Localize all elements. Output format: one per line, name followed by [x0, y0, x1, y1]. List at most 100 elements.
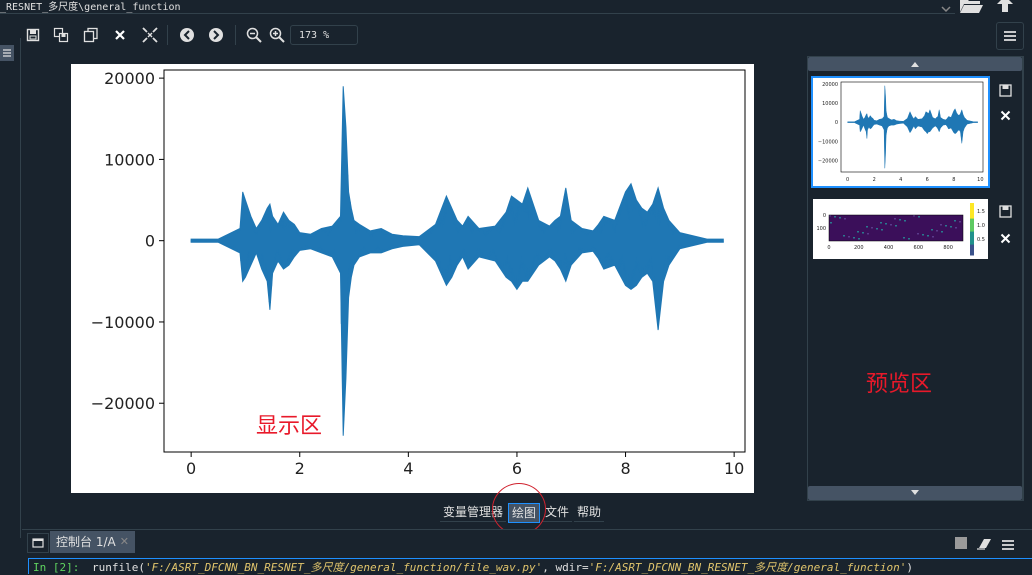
thumb-x-tick-label: 4	[899, 177, 902, 183]
x-tick-label: 8	[620, 459, 630, 478]
left-pane-edge	[0, 38, 21, 538]
console-arg-wdir: 'F:/ASRT_DFCNN_BN_RESNET_多尺度/general_fun…	[588, 561, 907, 574]
console-arg-path: 'F:/ASRT_DFCNN_BN_RESNET_多尺度/general_fun…	[144, 561, 543, 574]
thumb-heatmap-speck	[932, 236, 934, 238]
thumb-heatmap-speck	[843, 235, 845, 237]
thumb-heatmap-speck	[881, 229, 883, 231]
thumb2-colorbar-label: 0.5	[977, 237, 985, 243]
x-tick-label: 0	[186, 459, 196, 478]
right-pane-edge	[1023, 56, 1032, 501]
thumb-heatmap-speck	[829, 215, 831, 217]
zoom-level-field[interactable]: 173 %	[290, 25, 358, 45]
back-icon[interactable]	[176, 22, 198, 48]
x-tick-label: 6	[512, 459, 522, 478]
interrupt-icon[interactable]	[955, 537, 967, 549]
thumb-heatmap-speck	[922, 234, 924, 236]
thumb2-colorbar-segment	[970, 203, 974, 220]
thumb-heatmap-speck	[936, 230, 938, 232]
toolbar-separator	[235, 25, 236, 45]
waveform-line	[190, 136, 724, 421]
thumb-x-tick-label: 8	[952, 177, 955, 183]
console-options-icon[interactable]	[1001, 536, 1015, 555]
tab-variable-explorer[interactable]: 变量管理器	[440, 503, 507, 522]
save-all-icon[interactable]	[50, 22, 72, 48]
parent-directory-icon[interactable]	[994, 0, 1016, 18]
thumb-heatmap-speck	[858, 238, 860, 240]
thumb2-colorbar-label: 1.0	[977, 223, 985, 229]
y-tick-label: −20000	[91, 394, 155, 413]
thumbnail-spectrogram[interactable]: 0 200 400 600 800 0 100 1.5 1.0 0.5	[813, 199, 988, 259]
thumbnail-save-icon[interactable]	[999, 203, 1012, 222]
thumb-heatmap-speck	[940, 224, 942, 226]
thumb-heatmap-speck	[931, 229, 933, 231]
y-tick-label: −10000	[91, 313, 155, 332]
left-pane-menu-icon[interactable]	[0, 45, 14, 61]
copy-icon[interactable]	[80, 22, 102, 48]
console-close-paren: )	[906, 561, 913, 574]
thumb-heatmap-speck	[830, 222, 832, 224]
thumb-heatmap-speck	[853, 237, 855, 239]
thumb-y-tick-label: −20000	[818, 159, 838, 165]
console-tab-close-icon[interactable]: ✕	[119, 535, 129, 548]
path-underline	[0, 13, 955, 14]
thumbnail-waveform[interactable]: 0 2 4 6 8 10 20000 10000 0 −10000 −20000	[811, 76, 990, 188]
thumb-heatmap-speck	[876, 228, 878, 230]
plots-toolbar	[22, 22, 792, 50]
waveform-chart: 0 2 4 6 8 10 20000 10000 0 −10000 −20000	[91, 69, 746, 478]
console-header	[22, 529, 1032, 556]
thumb-heatmap-speck	[890, 224, 892, 226]
open-folder-icon[interactable]	[958, 0, 984, 18]
path-bar	[0, 0, 1032, 14]
thumb-heatmap-speck	[895, 225, 897, 227]
thumb-y-tick-label: 20000	[822, 82, 838, 88]
scroll-up-button[interactable]	[808, 57, 1022, 71]
plot-axes-frame	[163, 69, 746, 453]
thumb2-x-tick-label: 0	[827, 245, 830, 251]
thumbnail-close-icon[interactable]	[1000, 106, 1011, 125]
tab-files[interactable]: 文件	[542, 503, 573, 522]
thumb-heatmap-speck	[927, 235, 929, 237]
thumb-waveform	[847, 85, 978, 169]
scroll-down-button[interactable]	[808, 486, 1022, 500]
console-input-line[interactable]: In [2]: runfile('F:/ASRT_DFCNN_BN_RESNET…	[28, 558, 1032, 574]
thumb-heatmap-speck	[950, 226, 952, 228]
thumbnail-close-icon[interactable]	[1000, 229, 1011, 248]
highlight-circle	[492, 483, 546, 535]
tab-help[interactable]: 帮助	[574, 503, 605, 522]
thumb-x-tick-label: 6	[926, 177, 929, 183]
save-icon[interactable]	[22, 22, 44, 48]
path-dropdown-icon[interactable]	[940, 0, 952, 18]
tab-console[interactable]: 控制台 1/A ✕	[50, 531, 135, 553]
browse-tabs-icon[interactable]	[27, 533, 49, 553]
forward-icon[interactable]	[205, 22, 227, 48]
thumb-x-tick-label: 10	[977, 177, 983, 183]
thumb-y-tick-label: −10000	[818, 139, 838, 145]
console-prompt: In [2]:	[33, 561, 80, 574]
thumb-heatmap-speck	[866, 226, 868, 228]
thumb2-y-tick-label: 100	[816, 226, 826, 232]
thumb-heatmap-speck	[959, 221, 961, 223]
options-menu-icon[interactable]	[996, 22, 1024, 50]
thumb-heatmap-speck	[834, 216, 836, 218]
preview-area-annotation: 预览区	[866, 372, 933, 397]
thumb2-y-tick-label: 0	[823, 213, 826, 219]
working-directory-path[interactable]: _RESNET_多尺度\general_function	[0, 2, 181, 13]
zoom-out-icon[interactable]	[243, 22, 265, 48]
thumb-y-tick-label: 0	[835, 120, 838, 126]
x-tick-label: 2	[295, 459, 305, 478]
zoom-in-icon[interactable]	[266, 22, 288, 48]
close-icon[interactable]	[109, 22, 131, 48]
thumb-heatmap-speck	[867, 233, 869, 235]
close-all-icon[interactable]	[139, 22, 161, 48]
thumb2-colorbar-segment	[970, 231, 974, 246]
clear-console-icon[interactable]	[976, 535, 992, 554]
console-wdir-label: , wdir=	[542, 561, 589, 574]
thumb-x-tick-label: 0	[846, 177, 849, 183]
thumbnail-save-icon[interactable]	[999, 82, 1012, 101]
thumb-heatmap-speck	[839, 217, 841, 219]
thumb-heatmap-speck	[880, 222, 882, 224]
thumb-heatmap-speck	[904, 220, 906, 222]
thumb2-colorbar-label: 1.5	[977, 209, 985, 215]
y-tick-label: 10000	[104, 150, 155, 169]
toolbar-separator	[167, 25, 168, 45]
